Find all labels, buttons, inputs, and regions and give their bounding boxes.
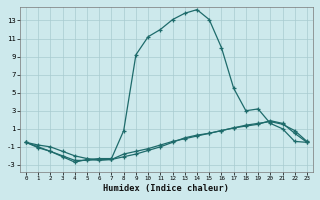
- X-axis label: Humidex (Indice chaleur): Humidex (Indice chaleur): [103, 184, 229, 193]
